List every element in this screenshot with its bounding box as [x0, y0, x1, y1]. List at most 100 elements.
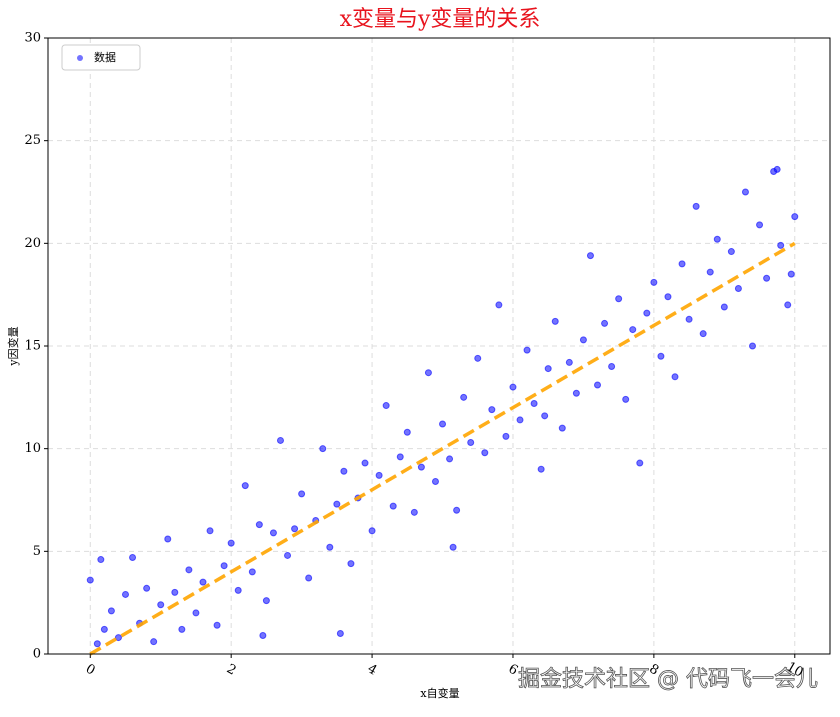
data-point — [150, 638, 158, 646]
data-point — [227, 539, 235, 547]
x-tick-label: 2 — [224, 661, 239, 678]
data-point — [749, 342, 757, 350]
y-tick-label: 30 — [24, 31, 41, 46]
data-point — [537, 465, 545, 473]
data-point — [276, 436, 284, 444]
data-point — [199, 578, 207, 586]
data-point — [636, 459, 644, 467]
data-point — [431, 478, 439, 486]
data-point — [530, 399, 538, 407]
data-point — [787, 270, 795, 278]
data-point — [594, 381, 602, 389]
data-point — [763, 274, 771, 282]
chart-title: x变量与y变量的关系 — [340, 7, 541, 32]
data-point — [650, 278, 658, 286]
data-point — [424, 369, 432, 377]
data-point — [467, 439, 475, 447]
data-point — [784, 301, 792, 309]
x-tick-label: 0 — [83, 661, 98, 678]
data-point — [671, 373, 679, 381]
y-tick-label: 10 — [24, 441, 41, 456]
data-point — [791, 213, 799, 221]
data-point — [727, 248, 735, 256]
data-point — [100, 625, 108, 633]
data-point — [284, 551, 292, 559]
data-point — [403, 428, 411, 436]
data-point — [449, 543, 457, 551]
data-point — [586, 252, 594, 260]
data-point — [460, 393, 468, 401]
legend-label: 数据 — [94, 50, 116, 64]
data-point — [678, 260, 686, 268]
data-point — [375, 471, 383, 479]
data-point — [336, 629, 344, 637]
data-point — [93, 640, 101, 648]
y-tick-label: 0 — [33, 647, 41, 662]
data-point — [220, 562, 228, 570]
y-tick-label: 25 — [24, 133, 41, 148]
data-point — [417, 463, 425, 471]
data-point — [319, 445, 327, 453]
data-point — [558, 424, 566, 432]
data-point — [685, 315, 693, 323]
y-tick-label: 5 — [33, 544, 41, 559]
data-point — [269, 529, 277, 537]
data-point — [509, 383, 517, 391]
data-point — [692, 202, 700, 210]
data-point — [291, 525, 299, 533]
data-point — [368, 527, 376, 535]
data-point — [502, 432, 510, 440]
data-point — [523, 346, 531, 354]
data-point — [164, 535, 172, 543]
data-point — [241, 482, 249, 490]
y-axis-label: y因变量 — [6, 326, 20, 366]
data-point — [439, 420, 447, 428]
data-point — [192, 609, 200, 617]
data-point — [389, 502, 397, 510]
data-point — [657, 352, 665, 360]
data-point — [333, 500, 341, 508]
data-point — [713, 235, 721, 243]
data-point — [446, 455, 454, 463]
data-point — [615, 295, 623, 303]
data-point — [262, 597, 270, 605]
x-tick-label: 4 — [365, 661, 380, 678]
data-point — [255, 521, 263, 529]
y-tick-label: 20 — [24, 236, 41, 251]
data-point — [107, 607, 115, 615]
data-point — [601, 319, 609, 327]
data-point — [488, 406, 496, 414]
data-point — [706, 268, 714, 276]
data-point — [305, 574, 313, 582]
fit-line — [89, 241, 796, 656]
data-point — [97, 556, 105, 564]
data-point — [410, 508, 418, 516]
data-point — [259, 632, 267, 640]
data-point — [777, 241, 785, 249]
data-point — [495, 301, 503, 309]
legend-box — [61, 44, 141, 71]
data-point — [121, 590, 129, 598]
data-point — [86, 576, 94, 584]
data-point — [481, 449, 489, 457]
data-point — [382, 402, 390, 410]
data-point — [565, 358, 573, 366]
watermark: 掘金技术社区 @ 代码飞一会儿 — [518, 667, 818, 692]
data-point — [541, 412, 549, 420]
data-point — [544, 365, 552, 373]
data-point — [129, 553, 137, 561]
data-point — [572, 389, 580, 397]
data-point — [114, 634, 122, 642]
data-point — [474, 354, 482, 362]
data-point — [579, 336, 587, 344]
data-point — [741, 188, 749, 196]
data-point — [720, 303, 728, 311]
data-point — [143, 584, 151, 592]
data-point — [185, 566, 193, 574]
data-point — [347, 560, 355, 568]
data-point — [699, 330, 707, 338]
data-point — [756, 221, 764, 229]
data-point — [608, 363, 616, 371]
data-point — [178, 625, 186, 633]
